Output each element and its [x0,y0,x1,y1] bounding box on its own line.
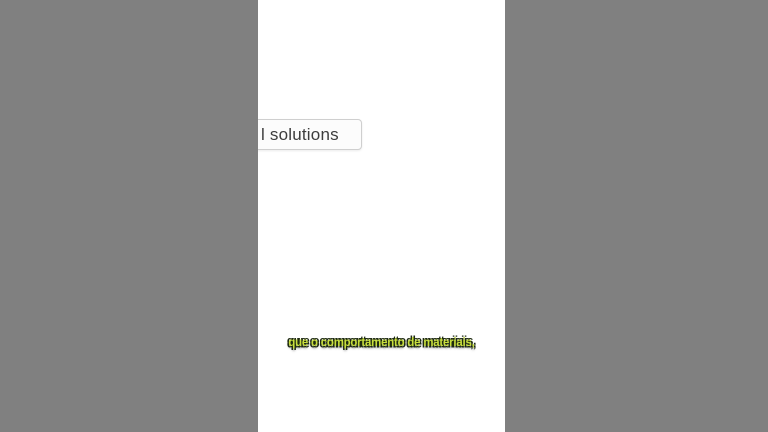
subtitle-caption: que o comportamento de materiais, [288,335,475,349]
background-right-art [505,0,768,432]
background-right-panel [505,0,768,432]
background-left-art [0,0,258,432]
background-left-panel [0,0,258,432]
video-content-strip: l solutions que o comportamento de mater… [258,0,505,432]
annotation-label-text: l solutions [261,124,339,144]
figure-plot-area [258,0,505,432]
annotation-label-box: l solutions [258,119,362,150]
